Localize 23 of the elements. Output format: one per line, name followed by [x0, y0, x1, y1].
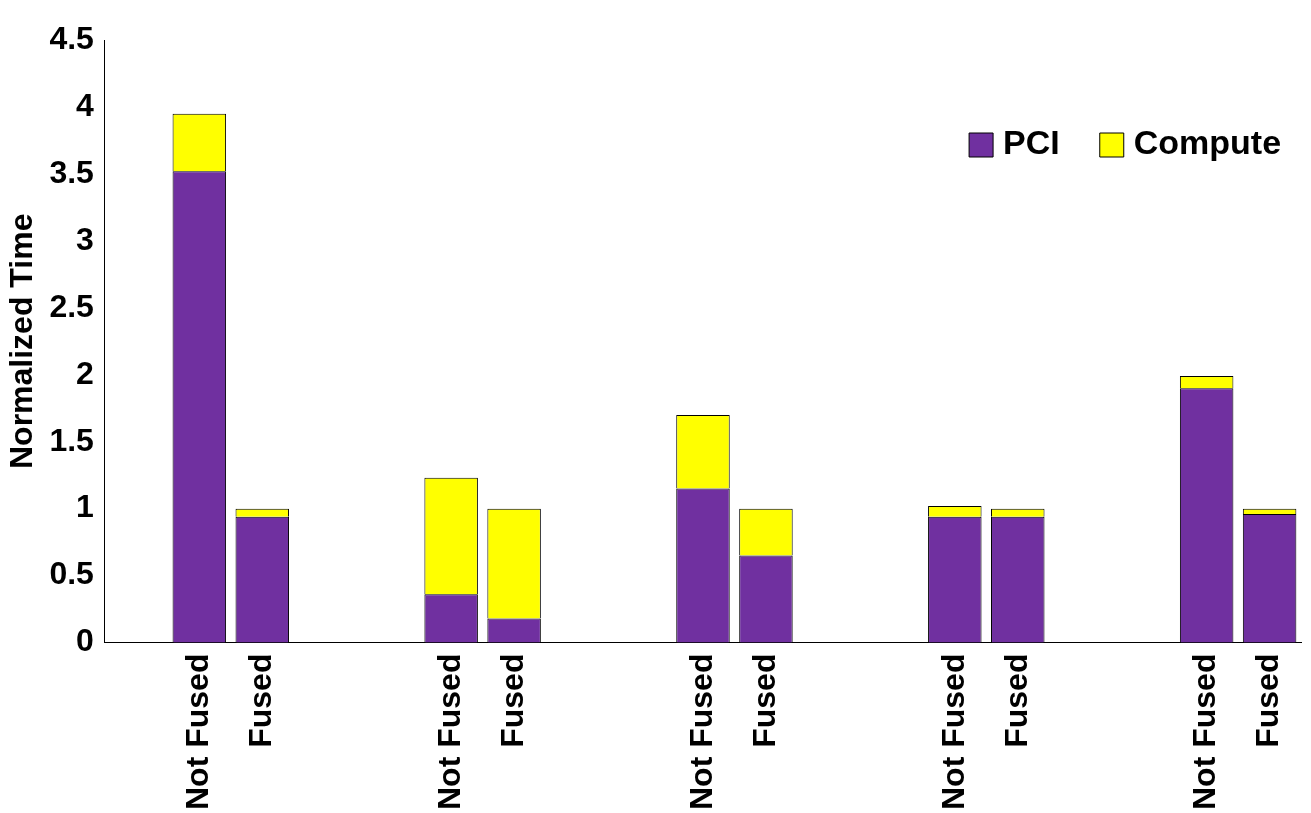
- x-tick-label: Fused: [997, 653, 1034, 748]
- legend-label: Compute: [1133, 123, 1282, 162]
- y-tick-label: 2.5: [49, 287, 94, 324]
- y-tick-label: 1.5: [49, 421, 94, 458]
- x-tick-label: Fused: [745, 653, 782, 748]
- legend-label: PCI: [1003, 123, 1060, 162]
- x-tick-label: Not Fused: [179, 653, 216, 810]
- x-tick-label: Fused: [493, 653, 530, 748]
- y-axis-title: Normalized Time: [3, 213, 40, 470]
- x-tick-label: Fused: [242, 653, 279, 748]
- y-tick-label: 4.5: [49, 19, 94, 56]
- y-tick-label: 3.5: [49, 153, 94, 190]
- y-tick-label: 0.5: [49, 555, 94, 592]
- x-tick-label: Not Fused: [682, 653, 719, 810]
- x-tick-label: Not Fused: [1186, 653, 1223, 810]
- y-tick-label: 2: [76, 354, 94, 391]
- y-tick-label: 1: [76, 488, 94, 525]
- x-tick-label: Not Fused: [934, 653, 971, 810]
- y-tick-label: 0: [76, 622, 94, 659]
- x-tick-label: Not Fused: [430, 653, 467, 810]
- x-tick-label: Fused: [1249, 653, 1286, 748]
- y-tick-label: 3: [76, 220, 94, 257]
- y-tick-label: 4: [76, 86, 95, 123]
